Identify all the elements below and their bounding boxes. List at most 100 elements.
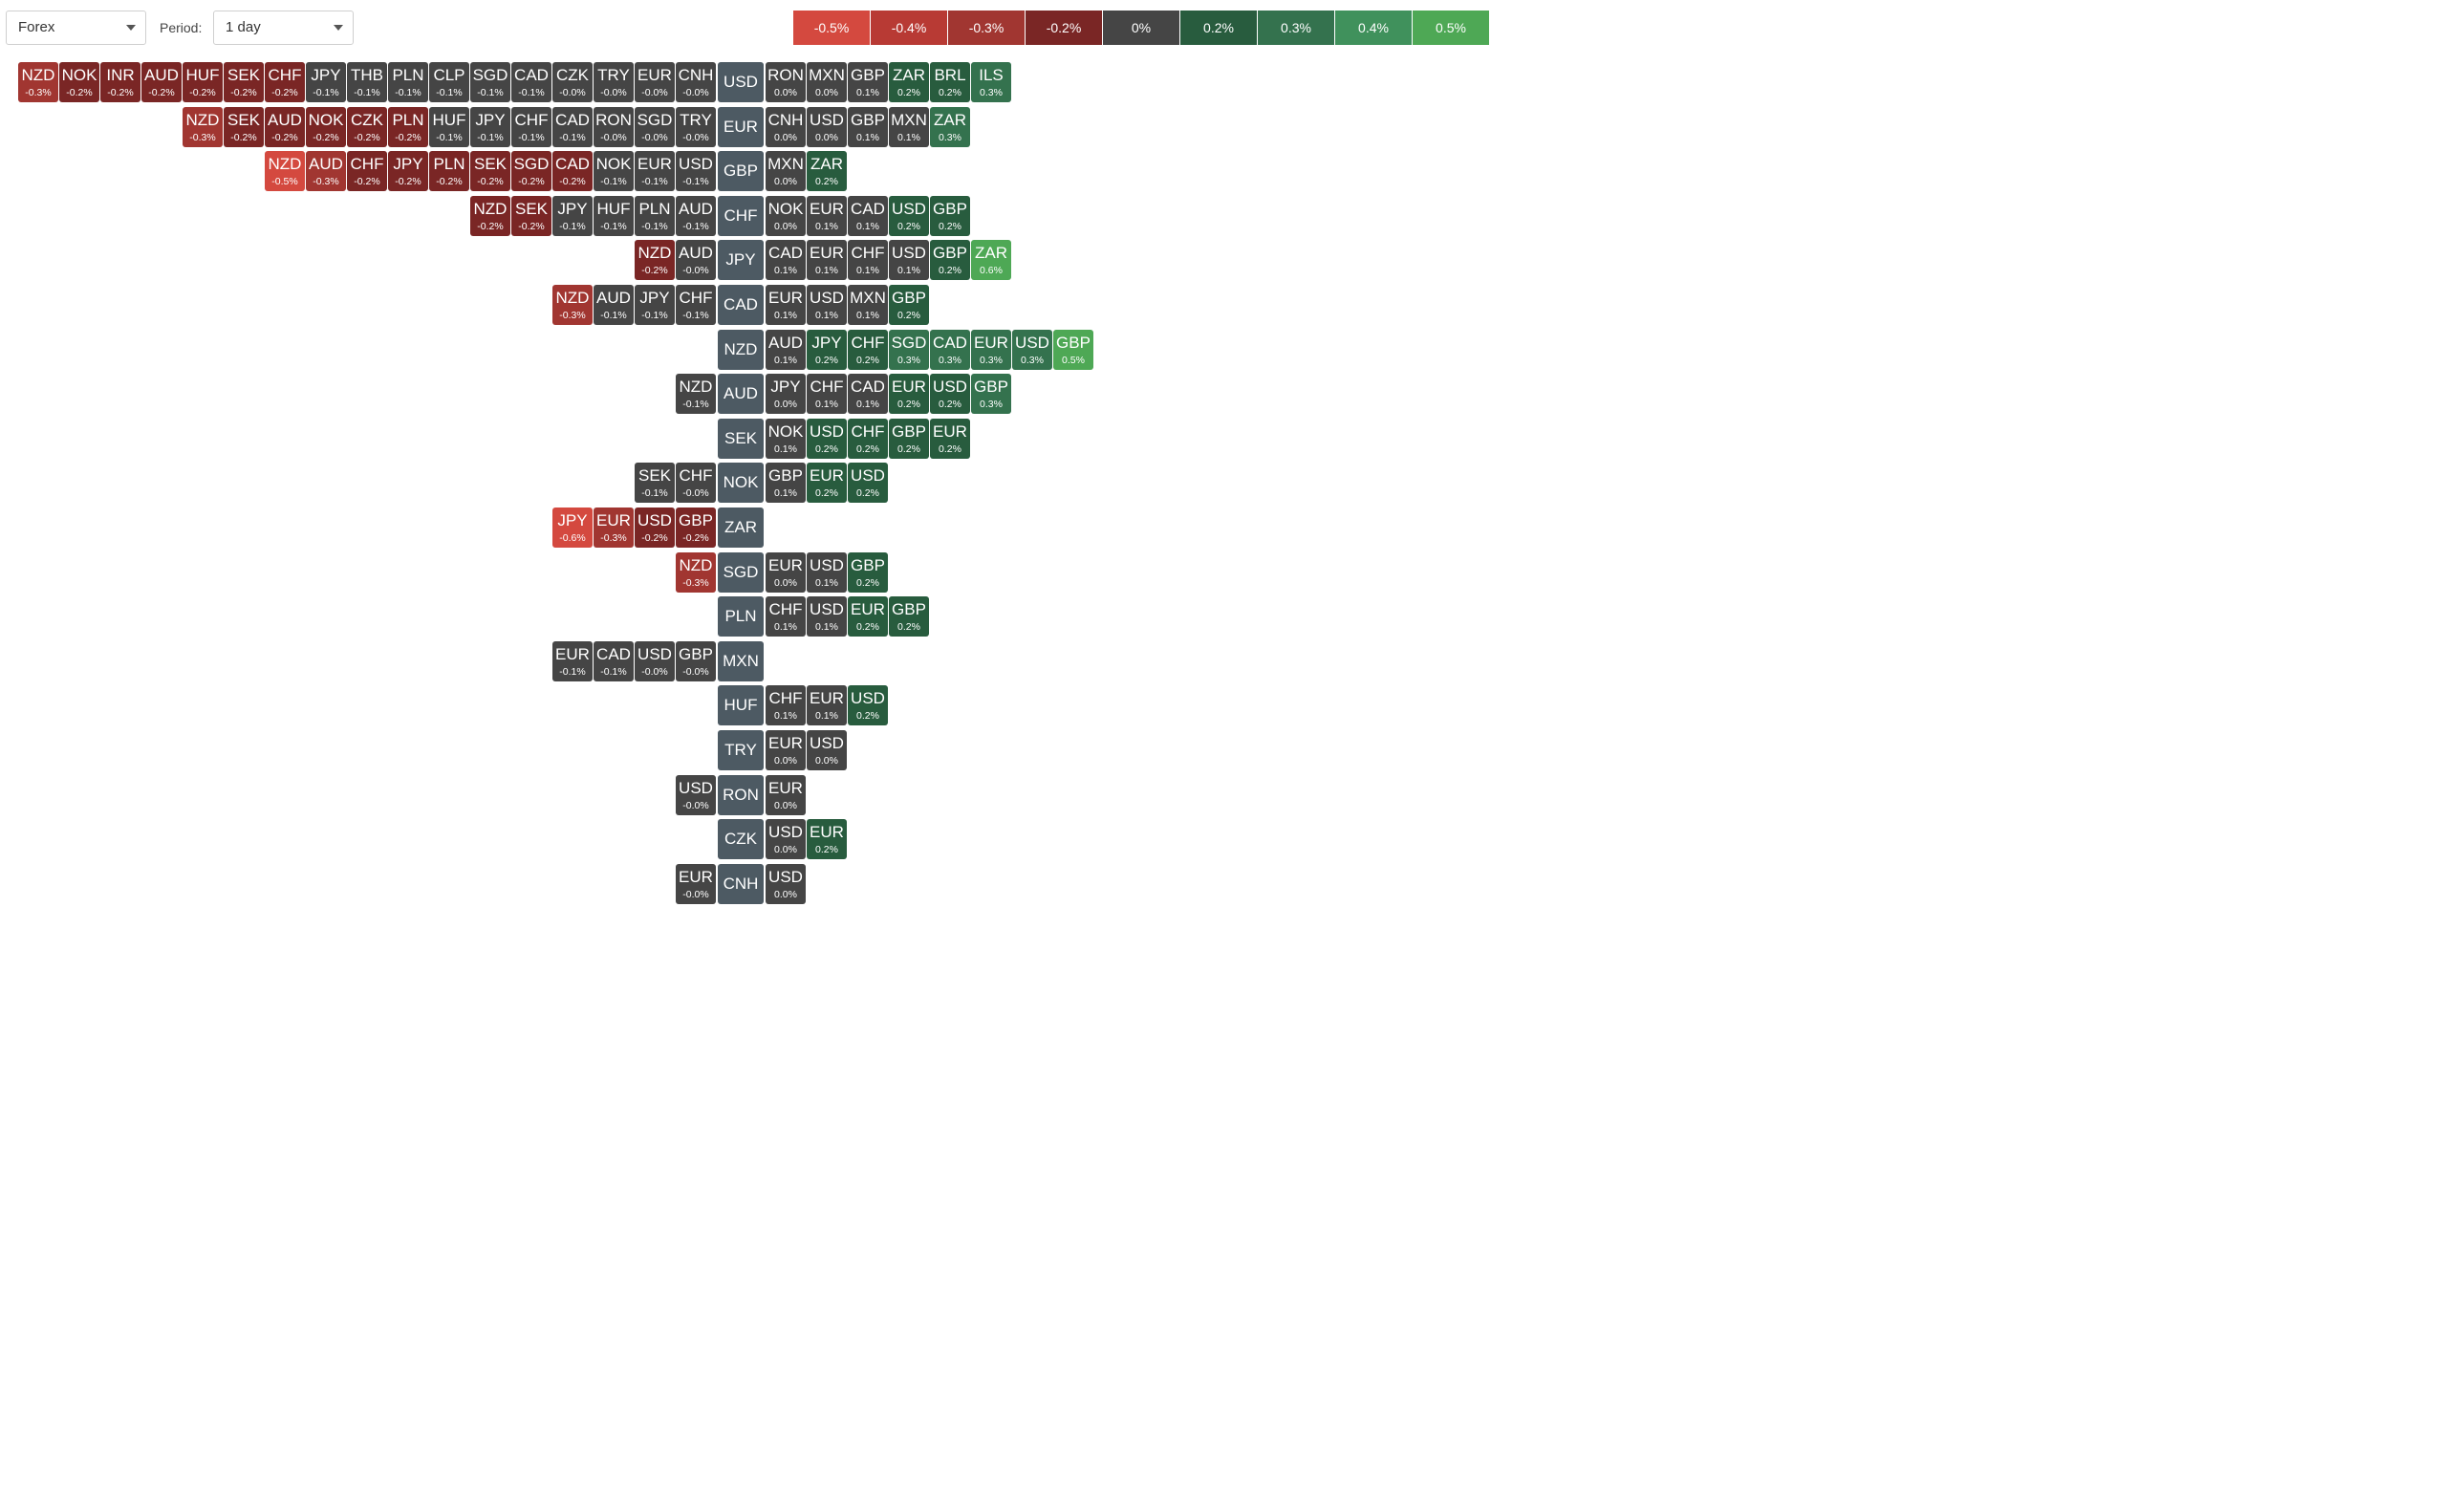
pair-cell-chf-sek[interactable]: SEK -0.2%	[511, 196, 551, 236]
pair-cell-nok-eur[interactable]: EUR 0.2%	[807, 463, 847, 503]
pair-cell-aud-jpy[interactable]: JPY 0.0%	[766, 374, 806, 414]
pair-cell-usd-try[interactable]: TRY -0.0%	[594, 62, 634, 102]
pair-cell-pln-eur[interactable]: EUR 0.2%	[848, 596, 888, 637]
base-currency-sek[interactable]: SEK	[718, 419, 764, 459]
pair-cell-ron-eur[interactable]: EUR 0.0%	[766, 775, 806, 815]
pair-cell-eur-try[interactable]: TRY -0.0%	[676, 107, 716, 147]
pair-cell-zar-jpy[interactable]: JPY -0.6%	[552, 508, 593, 548]
pair-cell-nzd-sgd[interactable]: SGD 0.3%	[889, 330, 929, 370]
pair-cell-cad-eur[interactable]: EUR 0.1%	[766, 285, 806, 325]
pair-cell-sek-gbp[interactable]: GBP 0.2%	[889, 419, 929, 459]
base-currency-cad[interactable]: CAD	[718, 285, 764, 325]
pair-cell-aud-nzd[interactable]: NZD -0.1%	[676, 374, 716, 414]
pair-cell-eur-usd[interactable]: USD 0.0%	[807, 107, 847, 147]
base-currency-eur[interactable]: EUR	[718, 107, 764, 147]
pair-cell-mxn-eur[interactable]: EUR -0.1%	[552, 641, 593, 681]
pair-cell-try-eur[interactable]: EUR 0.0%	[766, 730, 806, 770]
pair-cell-nzd-usd[interactable]: USD 0.3%	[1012, 330, 1052, 370]
pair-cell-nzd-gbp[interactable]: GBP 0.5%	[1053, 330, 1093, 370]
pair-cell-aud-eur[interactable]: EUR 0.2%	[889, 374, 929, 414]
pair-cell-nzd-chf[interactable]: CHF 0.2%	[848, 330, 888, 370]
pair-cell-jpy-aud[interactable]: AUD -0.0%	[676, 240, 716, 280]
pair-cell-jpy-chf[interactable]: CHF 0.1%	[848, 240, 888, 280]
pair-cell-aud-gbp[interactable]: GBP 0.3%	[971, 374, 1011, 414]
pair-cell-chf-usd[interactable]: USD 0.2%	[889, 196, 929, 236]
pair-cell-jpy-eur[interactable]: EUR 0.1%	[807, 240, 847, 280]
pair-cell-chf-aud[interactable]: AUD -0.1%	[676, 196, 716, 236]
pair-cell-usd-huf[interactable]: HUF -0.2%	[183, 62, 223, 102]
pair-cell-usd-chf[interactable]: CHF -0.2%	[265, 62, 305, 102]
pair-cell-eur-nzd[interactable]: NZD -0.3%	[183, 107, 223, 147]
pair-cell-chf-cad[interactable]: CAD 0.1%	[848, 196, 888, 236]
pair-cell-gbp-nzd[interactable]: NZD -0.5%	[265, 151, 305, 191]
pair-cell-eur-gbp[interactable]: GBP 0.1%	[848, 107, 888, 147]
pair-cell-chf-jpy[interactable]: JPY -0.1%	[552, 196, 593, 236]
pair-cell-usd-gbp[interactable]: GBP 0.1%	[848, 62, 888, 102]
pair-cell-usd-nzd[interactable]: NZD -0.3%	[18, 62, 58, 102]
pair-cell-gbp-cad[interactable]: CAD -0.2%	[552, 151, 593, 191]
pair-cell-nok-sek[interactable]: SEK -0.1%	[635, 463, 675, 503]
pair-cell-cnh-usd[interactable]: USD 0.0%	[766, 864, 806, 904]
pair-cell-gbp-aud[interactable]: AUD -0.3%	[306, 151, 346, 191]
base-currency-chf[interactable]: CHF	[718, 196, 764, 236]
base-currency-usd[interactable]: USD	[718, 62, 764, 102]
pair-cell-usd-jpy[interactable]: JPY -0.1%	[306, 62, 346, 102]
pair-cell-eur-chf[interactable]: CHF -0.1%	[511, 107, 551, 147]
pair-cell-gbp-jpy[interactable]: JPY -0.2%	[388, 151, 428, 191]
pair-cell-gbp-eur[interactable]: EUR -0.1%	[635, 151, 675, 191]
pair-cell-nzd-aud[interactable]: AUD 0.1%	[766, 330, 806, 370]
pair-cell-usd-ron[interactable]: RON 0.0%	[766, 62, 806, 102]
pair-cell-eur-ron[interactable]: RON -0.0%	[594, 107, 634, 147]
pair-cell-chf-pln[interactable]: PLN -0.1%	[635, 196, 675, 236]
pair-cell-czk-eur[interactable]: EUR 0.2%	[807, 819, 847, 859]
pair-cell-sgd-eur[interactable]: EUR 0.0%	[766, 552, 806, 593]
pair-cell-sgd-nzd[interactable]: NZD -0.3%	[676, 552, 716, 593]
pair-cell-cad-jpy[interactable]: JPY -0.1%	[635, 285, 675, 325]
pair-cell-jpy-gbp[interactable]: GBP 0.2%	[930, 240, 970, 280]
pair-cell-cad-aud[interactable]: AUD -0.1%	[594, 285, 634, 325]
pair-cell-chf-huf[interactable]: HUF -0.1%	[594, 196, 634, 236]
pair-cell-eur-cnh[interactable]: CNH 0.0%	[766, 107, 806, 147]
pair-cell-nzd-cad[interactable]: CAD 0.3%	[930, 330, 970, 370]
pair-cell-usd-ils[interactable]: ILS 0.3%	[971, 62, 1011, 102]
pair-cell-cad-usd[interactable]: USD 0.1%	[807, 285, 847, 325]
base-currency-nok[interactable]: NOK	[718, 463, 764, 503]
pair-cell-pln-gbp[interactable]: GBP 0.2%	[889, 596, 929, 637]
pair-cell-usd-cad[interactable]: CAD -0.1%	[511, 62, 551, 102]
pair-cell-aud-usd[interactable]: USD 0.2%	[930, 374, 970, 414]
pair-cell-jpy-cad[interactable]: CAD 0.1%	[766, 240, 806, 280]
base-currency-try[interactable]: TRY	[718, 730, 764, 770]
pair-cell-sgd-gbp[interactable]: GBP 0.2%	[848, 552, 888, 593]
base-currency-nzd[interactable]: NZD	[718, 330, 764, 370]
base-currency-sgd[interactable]: SGD	[718, 552, 764, 593]
pair-cell-sek-chf[interactable]: CHF 0.2%	[848, 419, 888, 459]
base-currency-ron[interactable]: RON	[718, 775, 764, 815]
pair-cell-aud-chf[interactable]: CHF 0.1%	[807, 374, 847, 414]
pair-cell-pln-chf[interactable]: CHF 0.1%	[766, 596, 806, 637]
pair-cell-mxn-gbp[interactable]: GBP -0.0%	[676, 641, 716, 681]
pair-cell-nok-usd[interactable]: USD 0.2%	[848, 463, 888, 503]
base-currency-pln[interactable]: PLN	[718, 596, 764, 637]
pair-cell-eur-pln[interactable]: PLN -0.2%	[388, 107, 428, 147]
pair-cell-mxn-cad[interactable]: CAD -0.1%	[594, 641, 634, 681]
pair-cell-cad-chf[interactable]: CHF -0.1%	[676, 285, 716, 325]
base-currency-cnh[interactable]: CNH	[718, 864, 764, 904]
pair-cell-usd-mxn[interactable]: MXN 0.0%	[807, 62, 847, 102]
pair-cell-jpy-zar[interactable]: ZAR 0.6%	[971, 240, 1011, 280]
pair-cell-eur-mxn[interactable]: MXN 0.1%	[889, 107, 929, 147]
pair-cell-nzd-jpy[interactable]: JPY 0.2%	[807, 330, 847, 370]
pair-cell-usd-sgd[interactable]: SGD -0.1%	[470, 62, 510, 102]
base-currency-zar[interactable]: ZAR	[718, 508, 764, 548]
pair-cell-gbp-sek[interactable]: SEK -0.2%	[470, 151, 510, 191]
base-currency-mxn[interactable]: MXN	[718, 641, 764, 681]
pair-cell-usd-aud[interactable]: AUD -0.2%	[141, 62, 182, 102]
pair-cell-chf-nzd[interactable]: NZD -0.2%	[470, 196, 510, 236]
pair-cell-cnh-eur[interactable]: EUR -0.0%	[676, 864, 716, 904]
pair-cell-zar-gbp[interactable]: GBP -0.2%	[676, 508, 716, 548]
pair-cell-cad-gbp[interactable]: GBP 0.2%	[889, 285, 929, 325]
pair-cell-ron-usd[interactable]: USD -0.0%	[676, 775, 716, 815]
pair-cell-cad-nzd[interactable]: NZD -0.3%	[552, 285, 593, 325]
pair-cell-czk-usd[interactable]: USD 0.0%	[766, 819, 806, 859]
pair-cell-gbp-usd[interactable]: USD -0.1%	[676, 151, 716, 191]
pair-cell-gbp-chf[interactable]: CHF -0.2%	[347, 151, 387, 191]
